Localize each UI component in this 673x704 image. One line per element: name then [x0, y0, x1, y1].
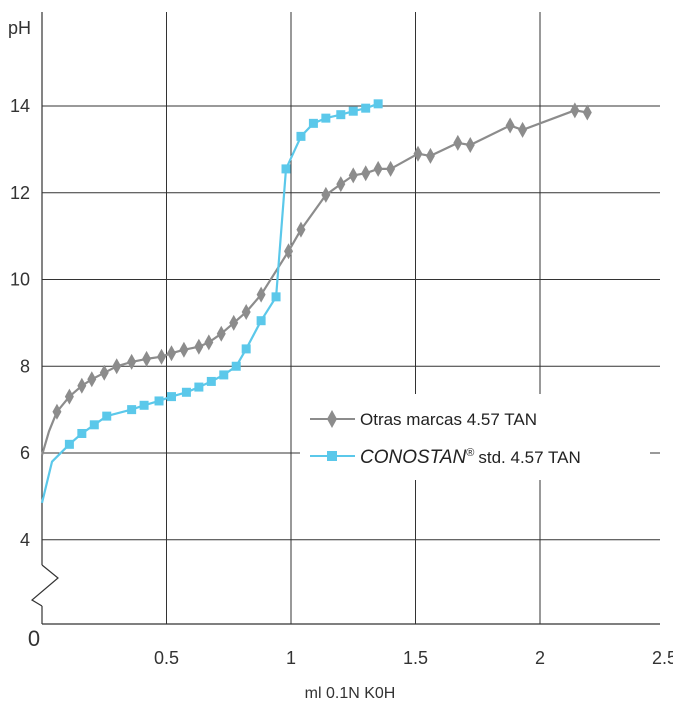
x-axis-title: ml 0.1N K0H — [305, 685, 396, 702]
series-otras-point — [505, 117, 515, 134]
legend-suffix: std. 4.57 TAN — [478, 448, 580, 467]
series-conostan-point — [127, 405, 137, 415]
series-conostan-point — [373, 99, 383, 109]
series-otras-point — [99, 364, 109, 381]
series-otras-point — [157, 348, 167, 365]
series-otras-point — [284, 243, 294, 260]
series-layer — [40, 99, 592, 504]
y-tick-label: 12 — [10, 183, 30, 203]
tick-labels: 0.5 1 1.5 2 2.5 4 6 8 10 12 14 — [10, 96, 673, 668]
series-conostan-point — [281, 164, 291, 174]
series-otras-point — [336, 176, 346, 193]
origin-label: 0 — [28, 626, 40, 651]
y-tick-label: 4 — [20, 530, 30, 550]
y-tick-label: 14 — [10, 96, 30, 116]
series-conostan-point — [89, 420, 99, 430]
series-otras-point — [321, 186, 331, 203]
series-otras-point — [216, 325, 226, 342]
series-conostan-point — [206, 376, 216, 386]
series-otras-point — [373, 160, 383, 177]
x-tick-label: 0.5 — [154, 648, 179, 668]
x-tick-label: 1 — [286, 648, 296, 668]
series-otras-point — [142, 350, 152, 367]
x-tick-label: 2 — [535, 648, 545, 668]
series-conostan-point — [361, 103, 371, 113]
series-otras-point — [465, 137, 475, 154]
series-otras-point — [425, 147, 435, 164]
x-tick-label: 2.5 — [652, 648, 673, 668]
series-otras-point — [386, 160, 396, 177]
series-conostan-point — [64, 439, 74, 449]
legend: Otras marcas 4.57 TAN CONOSTAN® std. 4.57… — [300, 394, 650, 480]
legend-registered-mark: ® — [466, 447, 474, 459]
series-conostan-point — [231, 361, 241, 371]
series-conostan-point — [154, 396, 164, 406]
axes — [30, 12, 660, 625]
series-conostan-point — [308, 118, 318, 128]
series-otras-point — [64, 388, 74, 405]
grid-lines — [42, 12, 660, 624]
series-otras-point — [256, 286, 266, 303]
y-axis-break — [30, 564, 59, 607]
legend-box — [300, 394, 650, 480]
series-otras-point — [518, 121, 528, 138]
series-conostan-point — [241, 344, 251, 354]
series-otras-point — [413, 145, 423, 162]
series-conostan-point — [139, 400, 149, 410]
series-otras-point — [241, 304, 251, 321]
legend-marker-otras — [327, 410, 337, 428]
series-otras-point — [453, 134, 463, 151]
series-otras-point — [166, 345, 176, 362]
series-conostan-point — [336, 110, 346, 120]
y-tick-label: 8 — [20, 356, 30, 376]
series-otras-point — [204, 334, 214, 351]
legend-item-conostan: CONOSTAN® std. 4.57 TAN — [310, 447, 581, 468]
legend-item-otras: Otras marcas 4.57 TAN — [310, 410, 537, 429]
y-axis-title: pH — [8, 18, 31, 38]
series-conostan-point — [296, 131, 306, 141]
y-tick-label: 6 — [20, 443, 30, 463]
series-otras-point — [52, 403, 62, 420]
series-otras-point — [229, 314, 239, 331]
legend-label-otras: Otras marcas 4.57 TAN — [360, 410, 537, 429]
series-conostan-point — [256, 316, 266, 326]
series-otras-point — [582, 104, 592, 121]
series-conostan-point — [194, 382, 204, 392]
x-tick-label: 1.5 — [403, 648, 428, 668]
series-conostan-point — [77, 428, 87, 438]
series-conostan-point — [348, 106, 358, 116]
series-conostan-point — [219, 370, 229, 380]
series-otras-point — [570, 102, 580, 119]
series-conostan-point — [102, 411, 112, 421]
legend-label-conostan: CONOSTAN® std. 4.57 TAN — [360, 447, 581, 468]
series-otras-point — [194, 338, 204, 355]
series-conostan-point — [271, 292, 281, 302]
y-tick-label: 10 — [10, 270, 30, 290]
legend-brand: CONOSTAN — [360, 447, 467, 468]
series-otras-point — [87, 371, 97, 388]
series-otras-point — [77, 377, 87, 394]
series-otras-point — [179, 341, 189, 358]
series-otras-point — [296, 221, 306, 238]
series-otras-point — [112, 358, 122, 375]
series-otras-point — [361, 165, 371, 182]
series-conostan-point — [181, 387, 191, 397]
series-conostan-point — [166, 392, 176, 402]
series-otras-point — [348, 167, 358, 184]
legend-marker-conostan — [327, 451, 337, 461]
series-otras-point — [127, 353, 137, 370]
series-conostan-point — [321, 113, 331, 123]
